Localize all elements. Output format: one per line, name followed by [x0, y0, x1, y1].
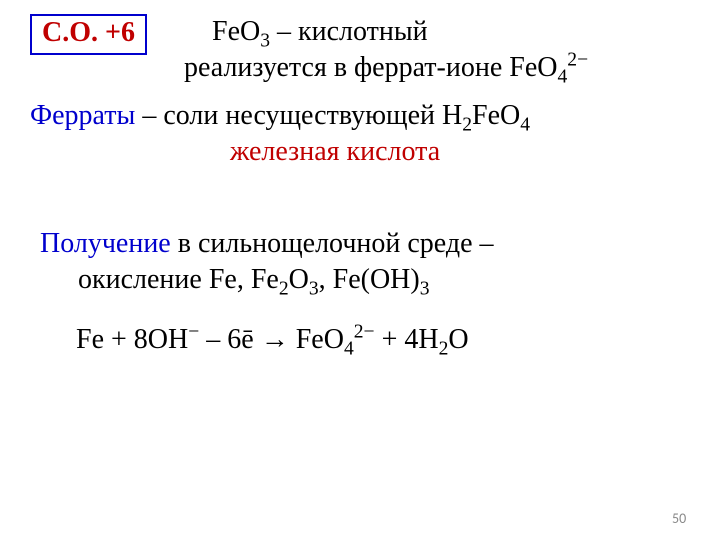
- sup: 2−: [354, 322, 375, 343]
- text-obtaining: Получение: [40, 228, 171, 259]
- text: O: [289, 264, 309, 295]
- text: O: [448, 324, 468, 355]
- line-equation: Fe + 8OH− – 6ē → FeO42− + 4H2O: [76, 324, 469, 356]
- page-number: 50: [672, 510, 686, 527]
- sub: 3: [309, 279, 319, 300]
- text: , Fe(OH): [319, 264, 420, 295]
- text: Fe + 8OH: [76, 324, 188, 355]
- slide: С.О. +6 FeO3 – кислотный реализуется в ф…: [0, 0, 720, 540]
- line-ferrates-def: Ферраты – соли несуществующей Н2FeO4: [30, 100, 530, 132]
- text: Н: [442, 100, 462, 131]
- sub: 4: [344, 339, 354, 360]
- sub: 4: [558, 67, 568, 88]
- text: FeO: [472, 100, 520, 131]
- text: FeO: [212, 16, 260, 47]
- sub: 3: [260, 31, 270, 52]
- text: реализуется в феррат-ионе FeO: [184, 52, 558, 83]
- oxidation-state-badge: С.О. +6: [30, 14, 147, 55]
- sub: 3: [420, 279, 430, 300]
- line-obtaining: Получение в сильнощелочной среде –: [40, 228, 494, 260]
- text: + 4H: [375, 324, 439, 355]
- text: железная кислота: [230, 136, 440, 167]
- text: – 6ē → FeO: [199, 324, 344, 355]
- sup: −: [188, 322, 199, 343]
- line-oxidation-list: окисление Fe, Fe2O3, Fe(OH)3: [78, 264, 430, 296]
- sub: 2: [439, 339, 449, 360]
- text: – соли несуществующей: [135, 100, 442, 131]
- text: в сильнощелочной среде –: [171, 228, 494, 259]
- formula-h2feo4: Н2FeO4: [442, 100, 530, 131]
- line-feo3-acidic: FeO3 – кислотный: [212, 16, 428, 48]
- line-ferrate-ion: реализуется в феррат-ионе FeO42−: [184, 52, 588, 84]
- line-iron-acid: железная кислота: [230, 136, 440, 168]
- sub: 2: [279, 279, 289, 300]
- text-ferrates: Ферраты: [30, 100, 135, 131]
- text: окисление Fe, Fe: [78, 264, 279, 295]
- sup: 2−: [567, 50, 588, 71]
- text: – кислотный: [270, 16, 428, 47]
- sub: 2: [462, 115, 472, 136]
- sub: 4: [520, 115, 530, 136]
